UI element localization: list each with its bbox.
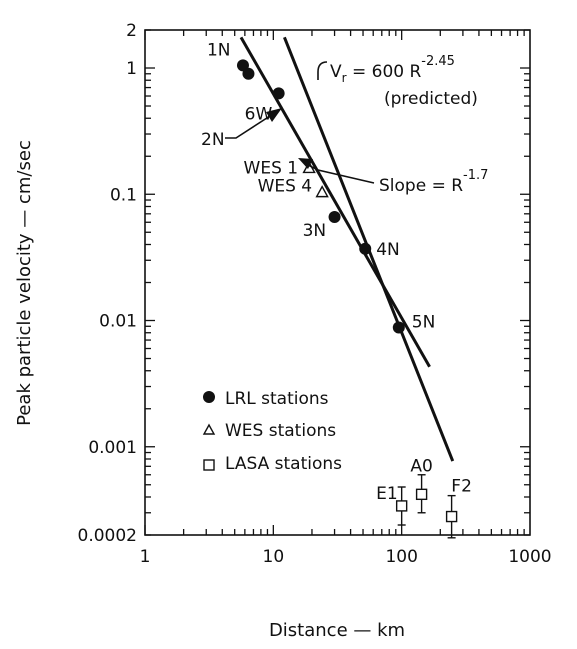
- point-label: 5N: [412, 313, 436, 333]
- legend: LRL stations WES stations LASA stations: [202, 389, 342, 474]
- point-label: WES 4: [258, 177, 313, 197]
- slope-annotation: Slope = R-1.7: [298, 158, 488, 196]
- svg-text:Slope = R-1.7: Slope = R-1.7: [379, 168, 488, 196]
- legend-marker-lrl: [203, 391, 215, 403]
- legend-marker-lasa: [203, 459, 215, 471]
- y-tick-label: 0.01: [99, 312, 137, 332]
- predicted-eq-sub: r: [342, 71, 347, 85]
- point-label: F2: [451, 477, 472, 497]
- marker-lasa: [395, 500, 408, 512]
- legend-label-lrl: LRL stations: [225, 389, 329, 409]
- y-tick-label: 2: [126, 21, 137, 41]
- slope-arrow-line: [307, 164, 375, 184]
- predicted-eq-rest: = 600 R: [347, 62, 422, 82]
- predicted-eq-exponent: -2.45: [421, 54, 455, 69]
- point-label: 3N: [303, 221, 327, 241]
- y-tick-label: 1: [126, 59, 137, 79]
- x-tick-label: 10: [263, 547, 285, 567]
- label-2n: 2N: [201, 130, 225, 150]
- x-axis-title: Distance — km: [269, 620, 405, 641]
- slope-arrowhead: [298, 158, 313, 169]
- legend-marker-wes: [202, 423, 216, 435]
- marker-lasa: [445, 510, 458, 523]
- axis-ticks: [144, 29, 530, 536]
- predicted-equation: Vr = 600 R-2.45 (predicted): [317, 54, 478, 109]
- marker-lrl: [242, 67, 255, 80]
- fit-line-slope: [239, 36, 431, 368]
- y-axis-title: Peak particle velocity — cm/sec: [14, 140, 35, 426]
- y-tick-label: 0.0002: [78, 526, 137, 546]
- marker-wes: [315, 185, 329, 198]
- tick-labels: 1 10 100 1000 2 1 0.1 0.01 0.001 0.0002: [78, 21, 552, 567]
- x-tick-label: 100: [385, 547, 417, 567]
- point-label: WES 1: [244, 158, 299, 178]
- predicted-eq-line2: (predicted): [384, 89, 478, 109]
- predicted-bracket: [317, 61, 328, 80]
- marker-lrl: [359, 242, 372, 255]
- point-label: 4N: [376, 240, 400, 260]
- y-tick-label: 0.1: [110, 185, 137, 205]
- slope-eq-text: Slope = R: [379, 176, 463, 196]
- marker-lrl: [272, 87, 285, 100]
- marker-lrl: [328, 211, 341, 224]
- legend-label-lasa: LASA stations: [225, 454, 342, 474]
- predicted-eq-v: V: [330, 62, 342, 82]
- point-label: A0: [410, 456, 432, 476]
- y-tick-label: 0.001: [88, 438, 137, 458]
- data-markers: [236, 59, 458, 539]
- point-label: E1: [376, 484, 398, 504]
- x-tick-label: 1: [140, 547, 151, 567]
- label-2n-arrow-line: [225, 115, 271, 139]
- point-label: 1N: [207, 40, 231, 60]
- x-tick-label: 1000: [508, 547, 551, 567]
- slope-eq-exponent: -1.7: [463, 168, 488, 183]
- label-2n-annotation: 2N: [201, 108, 282, 150]
- marker-lrl: [392, 321, 405, 334]
- label-2n-arrowhead: [266, 108, 282, 122]
- svg-text:Vr = 600 R-2.45: Vr = 600 R-2.45: [330, 54, 455, 85]
- marker-lasa: [415, 488, 428, 501]
- legend-label-wes: WES stations: [225, 421, 336, 441]
